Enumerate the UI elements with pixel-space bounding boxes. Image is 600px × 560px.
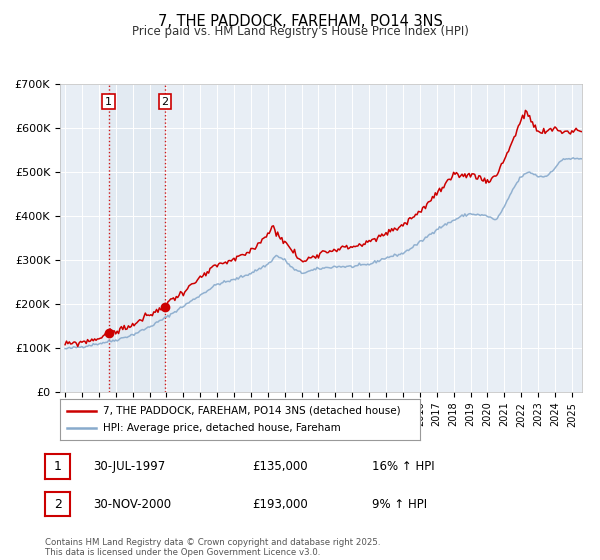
Text: £135,000: £135,000 bbox=[252, 460, 308, 473]
Text: 7, THE PADDOCK, FAREHAM, PO14 3NS (detached house): 7, THE PADDOCK, FAREHAM, PO14 3NS (detac… bbox=[103, 405, 401, 416]
Text: 1: 1 bbox=[53, 460, 62, 473]
Text: 7, THE PADDOCK, FAREHAM, PO14 3NS: 7, THE PADDOCK, FAREHAM, PO14 3NS bbox=[158, 14, 442, 29]
Text: 9% ↑ HPI: 9% ↑ HPI bbox=[372, 498, 427, 511]
Text: Contains HM Land Registry data © Crown copyright and database right 2025.
This d: Contains HM Land Registry data © Crown c… bbox=[45, 538, 380, 557]
Text: 16% ↑ HPI: 16% ↑ HPI bbox=[372, 460, 434, 473]
Text: 2: 2 bbox=[161, 96, 169, 106]
Text: £193,000: £193,000 bbox=[252, 498, 308, 511]
Text: 30-JUL-1997: 30-JUL-1997 bbox=[93, 460, 165, 473]
Text: Price paid vs. HM Land Registry's House Price Index (HPI): Price paid vs. HM Land Registry's House … bbox=[131, 25, 469, 38]
Text: 1: 1 bbox=[105, 96, 112, 106]
Text: HPI: Average price, detached house, Fareham: HPI: Average price, detached house, Fare… bbox=[103, 423, 341, 433]
Text: 2: 2 bbox=[53, 498, 62, 511]
Bar bbox=[109, 84, 165, 392]
Text: 30-NOV-2000: 30-NOV-2000 bbox=[93, 498, 171, 511]
